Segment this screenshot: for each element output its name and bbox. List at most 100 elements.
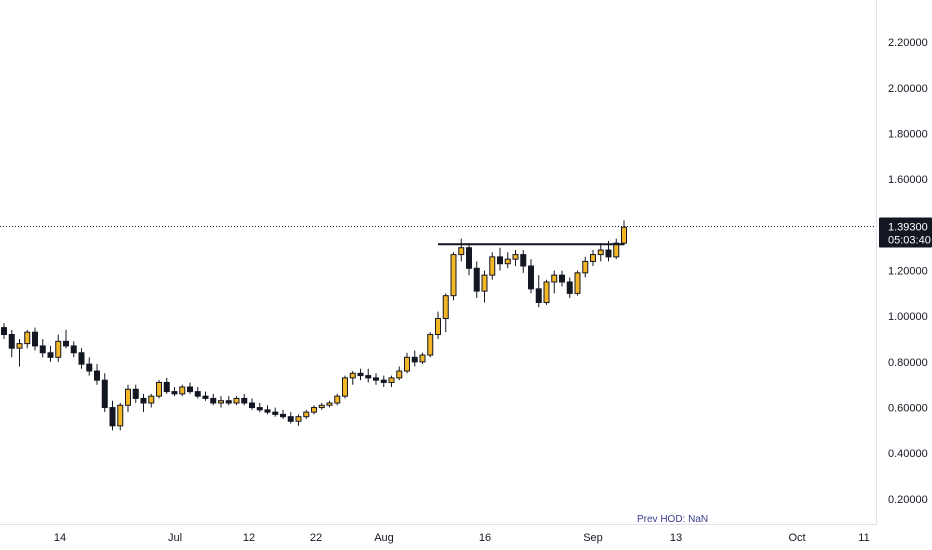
candle [427,332,434,358]
last-price-label: 1.39300 [888,222,928,234]
candle [504,252,511,269]
price-tick-label: 2.00000 [888,83,928,95]
candle-body-up [512,254,519,260]
candle-body-up [427,333,434,356]
candle [411,350,418,367]
price-axis: 2.200002.000001.800001.600001.400001.200… [888,37,928,506]
last-price-badge-box [879,217,932,248]
time-tick-label: 12 [243,532,255,544]
candle-body-down [163,381,170,393]
candle [396,366,403,381]
candle [47,345,54,362]
candle [132,384,139,403]
candle [373,373,379,385]
candle [528,259,534,294]
candle-body-down [140,397,147,404]
time-tick-label: 22 [310,532,322,544]
candle [225,396,232,406]
candle [543,279,550,305]
time-tick-label: Aug [374,532,394,544]
candle [473,261,480,298]
candle-body-up [551,274,558,283]
candle-body-down [8,333,15,349]
time-tick-label: Sep [583,532,603,544]
candle-body-down [39,345,46,354]
candle-body-up [55,340,62,358]
price-tick-label: 0.20000 [888,494,928,506]
candle-body-up [117,404,124,427]
candle [295,414,302,426]
candle [94,364,100,385]
candle-body-down [101,379,108,409]
candle-body-up [613,242,620,258]
candle [419,352,426,365]
candle [559,270,565,287]
candle [16,339,23,367]
candle [86,357,93,376]
candle-body-down [94,370,100,381]
candle-body-up [326,402,333,406]
candle [70,341,77,358]
candle [590,250,596,266]
candle-body-down [497,256,503,265]
candle-body-down [194,391,201,397]
candle-body-up [311,407,317,413]
time-tick-label: 14 [54,532,66,544]
candle [621,220,627,246]
candle [109,400,116,431]
candle [32,327,38,351]
candle-body-down [132,388,139,399]
candle [357,368,364,381]
candle-body-down [280,413,286,418]
candle [233,396,240,406]
candle-body-up [295,416,302,422]
candle-body-down [202,395,209,399]
candle [249,398,255,410]
candle-body-up [218,400,224,404]
candle [101,373,108,413]
candle-body-down [109,407,116,427]
candle [334,393,341,406]
candles [1,220,627,431]
candle [140,393,147,413]
candle-body-up [442,295,449,320]
price-tick-label: 1.00000 [888,311,928,323]
candle [63,329,69,349]
candle-body-up [388,377,395,383]
candle-body-up [582,260,589,274]
candle-body-up [450,254,457,297]
price-tick-label: 0.80000 [888,357,928,369]
time-tick-label: 11 [858,532,869,544]
candle [311,405,317,415]
candle-body-down [287,416,294,422]
candle [597,243,604,262]
candle-body-down [1,327,7,335]
candle [179,384,186,397]
candle-body-up [24,331,31,345]
candle-body-down [70,345,77,354]
candle [535,275,542,308]
candle [8,329,15,358]
candle [318,402,325,410]
candle [287,412,294,424]
candle-body-up [458,247,465,256]
candle-body-up [342,377,348,397]
candle [210,393,217,406]
price-tick-label: 0.40000 [888,448,928,460]
candle [388,375,395,388]
candle [256,402,263,413]
candle [582,256,589,278]
candle-body-down [32,331,38,347]
candle-body-down [365,375,372,379]
candle-body-up [303,411,310,418]
candle-body-down [357,372,364,377]
price-tick-label: 1.80000 [888,129,928,141]
candle-body-down [272,411,279,415]
candle-body-up [574,272,581,294]
candle-body-up [435,318,441,335]
candle-body-down [520,254,527,267]
candle [512,250,519,266]
candle-body-up [349,372,356,379]
candle-body-down [411,356,418,363]
